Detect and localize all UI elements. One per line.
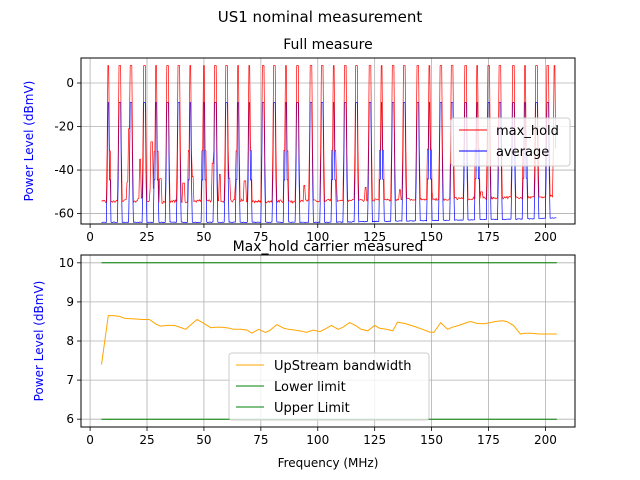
x-tick-label: 75 [253,433,268,447]
bottom-chart-legend: UpStream bandwidth Lower limit Upper Lim… [228,352,430,421]
x-tick-label: 0 [86,433,94,447]
bottom-legend-box [228,352,430,421]
x-tick-label: 75 [253,230,268,244]
y-tick-label: -40 [54,163,74,177]
y-tick-label: 8 [66,334,74,348]
x-tick-label: 100 [306,433,329,447]
x-tick-label: 125 [363,433,386,447]
x-tick-label: 50 [196,433,211,447]
top-chart: Full measure 0 25 50 75 100 125 150 175 200 -60-… [22,37,576,244]
x-tick-label: 150 [420,230,443,244]
bottom-chart-ylabel: Power Level (dBmV) [32,281,46,402]
top-legend-label-max-hold: max_hold [496,124,559,139]
series-line-upstream-bandwidth [101,315,557,365]
x-tick-label: 200 [534,230,557,244]
y-tick-label: 9 [66,295,74,309]
top-legend-label-average: average [496,145,549,160]
y-tick-label: -60 [54,207,74,221]
figure-suptitle: US1 nominal measurement [218,8,423,26]
series-line-average [101,102,557,224]
bottom-chart-xlabel: Frequency (MHz) [278,456,379,470]
x-tick-label: 50 [196,230,211,244]
series-line-max-hold [101,65,557,205]
y-tick-label: 6 [66,412,74,426]
bottom-chart: 0 25 50 75 100 125 150 175 200 6 7 8 9 10 Power Leve… [32,254,576,470]
top-chart-y-ticks: -60 -40 -20 0 [54,76,81,221]
y-tick-label: 0 [66,76,74,90]
bottom-legend-label-upstream: UpStream bandwidth [274,359,411,374]
y-tick-label: 10 [59,256,74,270]
bottom-legend-label-lower: Lower limit [274,380,346,395]
x-tick-label: 25 [139,433,154,447]
y-tick-label: 7 [66,373,74,387]
bottom-chart-x-ticks: 0 25 50 75 100 125 150 175 200 [86,427,557,447]
x-tick-label: 150 [420,433,443,447]
bottom-chart-y-ticks: 6 7 8 9 10 [59,256,81,426]
top-chart-x-ticks: 0 25 50 75 100 125 150 175 200 [86,224,557,244]
y-tick-label: -20 [54,120,74,134]
bottom-legend-label-upper: Upper Limit [274,401,350,416]
top-chart-title: Full measure [283,37,372,53]
x-tick-label: 100 [306,230,329,244]
top-chart-ylabel: Power Level (dBmV) [22,81,36,202]
x-tick-label: 200 [534,433,557,447]
x-tick-label: 25 [139,230,154,244]
x-tick-label: 125 [363,230,386,244]
x-tick-label: 175 [477,433,500,447]
top-chart-legend: max_hold average [450,117,571,167]
bottom-chart-title: Max_hold carrier measured [233,239,424,255]
top-chart-frame [80,57,576,225]
top-chart-series [101,65,557,224]
x-tick-label: 0 [86,230,94,244]
x-tick-label: 175 [477,230,500,244]
